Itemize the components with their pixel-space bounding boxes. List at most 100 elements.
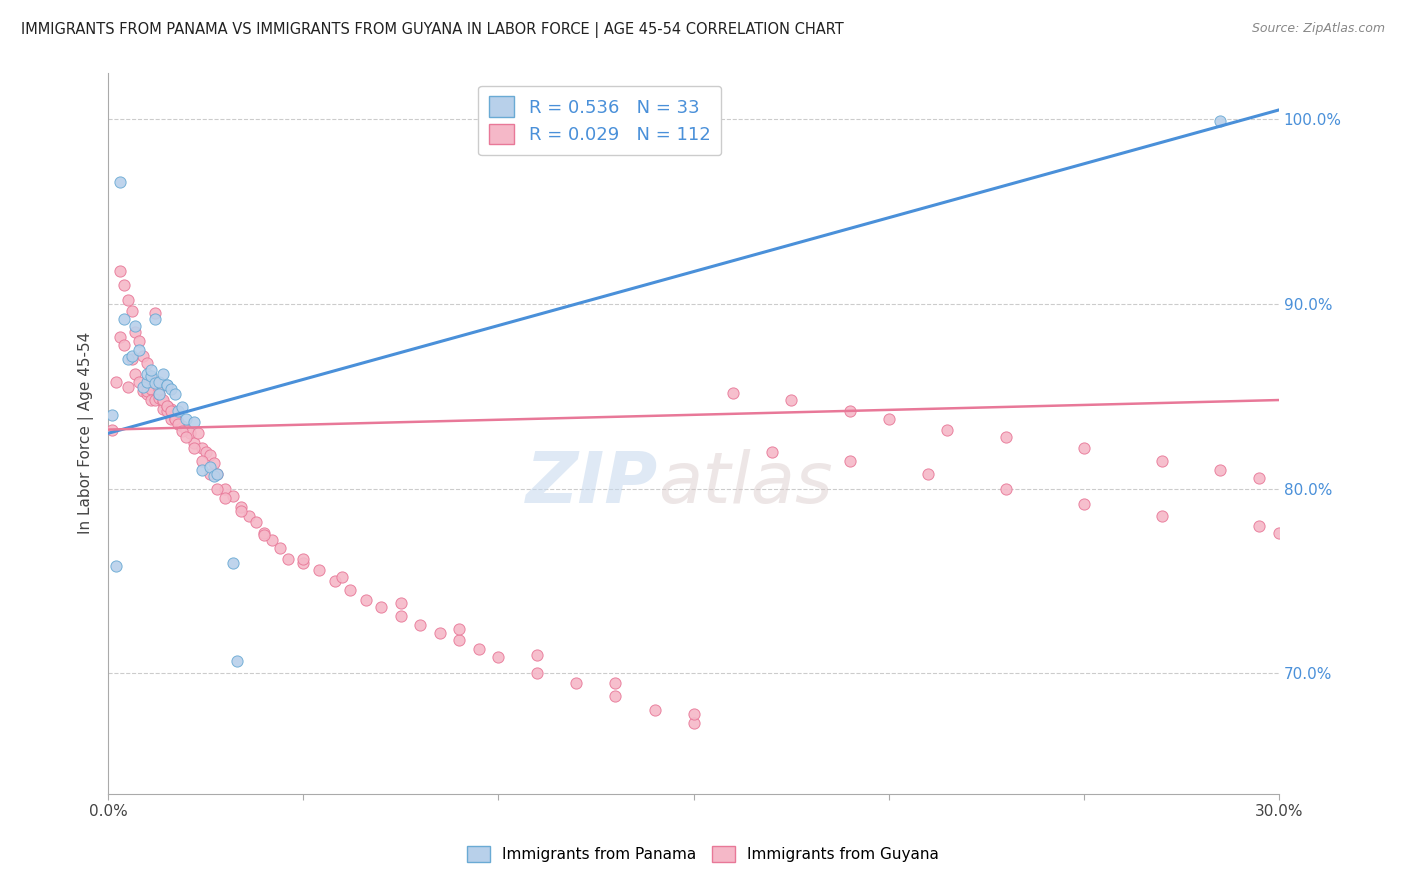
Point bbox=[148, 391, 170, 405]
Point bbox=[449, 622, 471, 636]
Point bbox=[156, 378, 179, 392]
Point bbox=[179, 426, 201, 441]
Point bbox=[159, 404, 181, 418]
Point bbox=[262, 533, 284, 548]
Point bbox=[682, 707, 704, 722]
Point bbox=[132, 380, 155, 394]
Point bbox=[104, 559, 127, 574]
Y-axis label: In Labor Force | Age 45-54: In Labor Force | Age 45-54 bbox=[79, 332, 94, 534]
Point bbox=[292, 552, 315, 566]
Point bbox=[468, 642, 491, 657]
Point bbox=[838, 404, 860, 418]
Point bbox=[486, 649, 509, 664]
Point bbox=[269, 541, 291, 555]
Point bbox=[183, 435, 205, 450]
Point bbox=[172, 425, 194, 439]
Point bbox=[132, 349, 155, 363]
Point bbox=[136, 356, 159, 370]
Text: ZIP: ZIP bbox=[526, 450, 658, 518]
Point bbox=[139, 371, 162, 385]
Point bbox=[108, 330, 131, 344]
Text: IMMIGRANTS FROM PANAMA VS IMMIGRANTS FROM GUYANA IN LABOR FORCE | AGE 45-54 CORR: IMMIGRANTS FROM PANAMA VS IMMIGRANTS FRO… bbox=[21, 22, 844, 38]
Point bbox=[117, 293, 139, 308]
Point bbox=[917, 467, 939, 481]
Point bbox=[605, 675, 627, 690]
Point bbox=[308, 563, 330, 577]
Point bbox=[159, 382, 181, 396]
Point bbox=[117, 380, 139, 394]
Point bbox=[292, 556, 315, 570]
Point bbox=[174, 430, 197, 444]
Point bbox=[202, 456, 225, 470]
Point bbox=[167, 417, 190, 431]
Point bbox=[121, 304, 143, 318]
Point bbox=[1249, 518, 1271, 533]
Point bbox=[207, 482, 229, 496]
Point bbox=[139, 392, 162, 407]
Point bbox=[152, 395, 174, 409]
Point bbox=[1073, 441, 1095, 455]
Point bbox=[526, 648, 548, 662]
Point bbox=[253, 526, 276, 541]
Point bbox=[226, 654, 249, 668]
Point bbox=[877, 411, 900, 425]
Point bbox=[101, 423, 124, 437]
Point bbox=[370, 599, 392, 614]
Point bbox=[156, 399, 179, 413]
Point bbox=[112, 278, 135, 293]
Point bbox=[148, 382, 170, 396]
Point bbox=[682, 716, 704, 731]
Point bbox=[207, 467, 229, 481]
Point bbox=[194, 444, 217, 458]
Point bbox=[136, 367, 159, 381]
Point bbox=[136, 384, 159, 398]
Point bbox=[1268, 526, 1291, 541]
Point bbox=[994, 430, 1017, 444]
Point bbox=[721, 385, 744, 400]
Legend: R = 0.536   N = 33, R = 0.029   N = 112: R = 0.536 N = 33, R = 0.029 N = 112 bbox=[478, 86, 721, 155]
Point bbox=[143, 311, 166, 326]
Point bbox=[128, 334, 150, 348]
Point bbox=[202, 468, 225, 483]
Point bbox=[245, 515, 267, 529]
Point bbox=[108, 263, 131, 277]
Point bbox=[253, 528, 276, 542]
Point bbox=[163, 411, 186, 425]
Point bbox=[187, 426, 209, 441]
Point bbox=[159, 402, 181, 417]
Point bbox=[121, 352, 143, 367]
Point bbox=[148, 375, 170, 389]
Point bbox=[121, 349, 143, 363]
Point bbox=[323, 574, 346, 588]
Point bbox=[139, 382, 162, 396]
Point bbox=[198, 449, 221, 463]
Point bbox=[112, 311, 135, 326]
Point bbox=[139, 363, 162, 377]
Point bbox=[191, 441, 214, 455]
Point bbox=[128, 375, 150, 389]
Point bbox=[143, 375, 166, 389]
Point bbox=[152, 367, 174, 381]
Point bbox=[389, 609, 412, 624]
Point bbox=[1209, 114, 1232, 128]
Point bbox=[143, 306, 166, 320]
Point bbox=[152, 392, 174, 407]
Point bbox=[104, 375, 127, 389]
Point bbox=[163, 411, 186, 425]
Point bbox=[1209, 463, 1232, 477]
Point bbox=[183, 415, 205, 429]
Point bbox=[354, 592, 377, 607]
Point bbox=[780, 392, 803, 407]
Point bbox=[174, 423, 197, 437]
Point bbox=[136, 387, 159, 401]
Point bbox=[229, 504, 252, 518]
Point bbox=[222, 556, 245, 570]
Point bbox=[994, 482, 1017, 496]
Point bbox=[409, 618, 432, 632]
Point bbox=[156, 404, 179, 418]
Point bbox=[108, 175, 131, 189]
Point bbox=[191, 454, 214, 468]
Point bbox=[174, 411, 197, 425]
Point bbox=[339, 583, 361, 598]
Point bbox=[214, 491, 236, 505]
